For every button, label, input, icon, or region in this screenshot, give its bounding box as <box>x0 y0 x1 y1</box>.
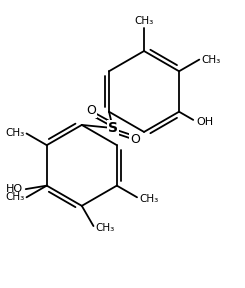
Text: CH₃: CH₃ <box>202 55 221 65</box>
Text: CH₃: CH₃ <box>139 194 159 204</box>
Text: CH₃: CH₃ <box>5 128 24 139</box>
Text: O: O <box>130 133 140 146</box>
Text: OH: OH <box>196 117 213 127</box>
Text: CH₃: CH₃ <box>5 192 24 202</box>
Text: O: O <box>86 105 96 118</box>
Text: HO: HO <box>6 184 23 194</box>
Text: CH₃: CH₃ <box>96 223 115 233</box>
Text: S: S <box>108 121 118 135</box>
Text: CH₃: CH₃ <box>135 16 154 26</box>
